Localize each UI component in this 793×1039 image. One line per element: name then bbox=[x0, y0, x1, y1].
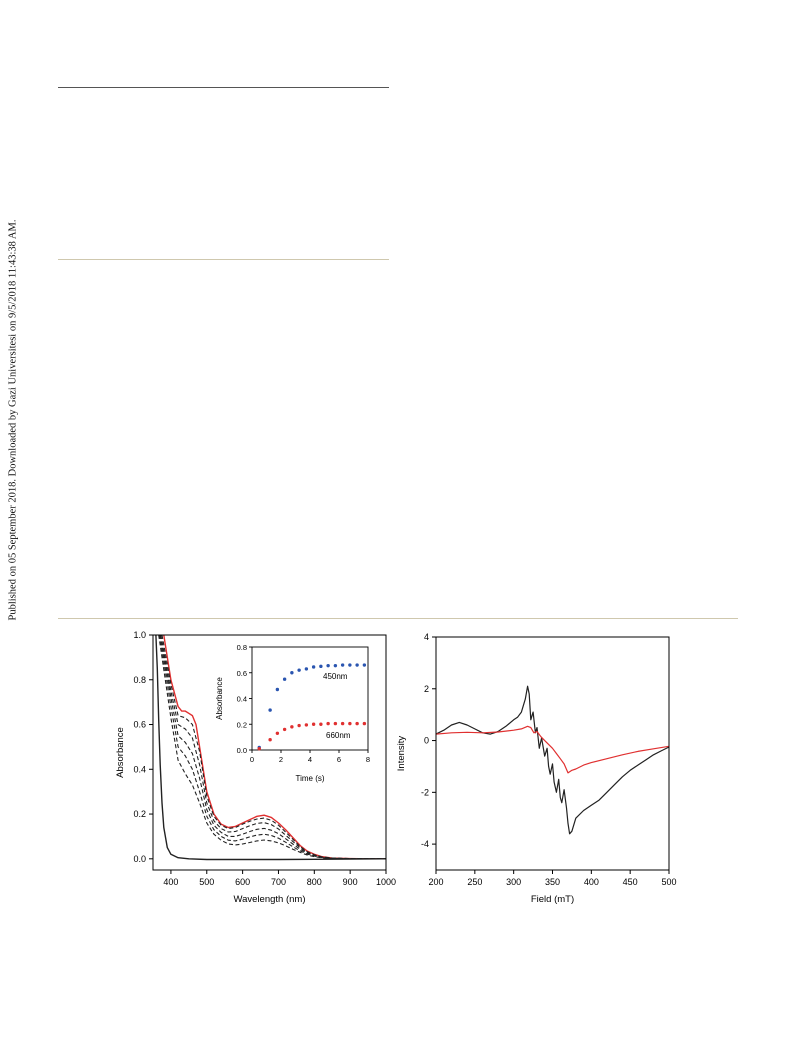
series-line-1 bbox=[161, 635, 386, 860]
inset-point-0 bbox=[297, 668, 301, 672]
y-tick-label: 1.0 bbox=[133, 630, 146, 640]
x-tick-label: 350 bbox=[545, 877, 560, 887]
x-axis-label: Field (mT) bbox=[531, 894, 574, 905]
y-axis-label: Absorbance bbox=[115, 727, 126, 778]
inset-point-0 bbox=[340, 663, 345, 667]
x-tick-label: 800 bbox=[307, 877, 322, 887]
inset-point-1 bbox=[355, 721, 359, 726]
absorbance-chart: 400 500 600 700 800 900 1000 0.0 0.2 0.4 0.6 0.8 1.0… bbox=[115, 630, 396, 905]
inset-point-1 bbox=[297, 723, 301, 728]
x-axis-label: Wavelength (nm) bbox=[234, 894, 306, 905]
inset-y-tick-label: 0.6 bbox=[237, 669, 247, 678]
inset-point-1 bbox=[362, 721, 367, 726]
plot-frame bbox=[435, 636, 670, 871]
inset-point-1 bbox=[257, 747, 261, 751]
x-tick-label: 600 bbox=[235, 877, 250, 887]
inset-point-0 bbox=[333, 663, 338, 668]
series-line-3 bbox=[159, 635, 386, 860]
y-tick-label: 0.6 bbox=[133, 720, 146, 730]
inset-point-1 bbox=[275, 731, 280, 735]
inset-point-0 bbox=[304, 667, 309, 671]
y-tick-label: 0.8 bbox=[133, 675, 146, 685]
series-label-450nm: 450nm bbox=[323, 672, 348, 681]
inset-x-tick-label: 8 bbox=[366, 755, 370, 764]
plot-area bbox=[155, 635, 386, 861]
x-tick-label: 300 bbox=[506, 877, 521, 887]
x-tick-label: 400 bbox=[163, 877, 178, 887]
inset-y-tick-label: 0.2 bbox=[237, 720, 247, 729]
y-tick-label: 0 bbox=[424, 736, 429, 746]
figure-rule bbox=[58, 618, 738, 619]
series-line-5 bbox=[158, 635, 386, 860]
y-tick-label: 2 bbox=[424, 684, 429, 694]
x-tick-label: 500 bbox=[661, 877, 676, 887]
inset-point-1 bbox=[340, 721, 345, 726]
series-line-1 bbox=[436, 725, 669, 774]
inset-x-axis-label: Time (s) bbox=[295, 774, 324, 783]
inset-point-1 bbox=[333, 721, 338, 726]
y-tick-label: 0.4 bbox=[133, 764, 146, 774]
x-tick-label: 200 bbox=[428, 877, 443, 887]
inset-y-axis-label: Absorbance bbox=[215, 677, 224, 720]
inset-point-0 bbox=[311, 665, 316, 669]
series-line-2 bbox=[160, 635, 386, 860]
x-tick-label: 500 bbox=[199, 877, 214, 887]
inset-point-0 bbox=[275, 687, 280, 692]
y-tick-label: 4 bbox=[424, 632, 429, 642]
inset-point-0 bbox=[355, 663, 359, 667]
inset-y-tick-label: 0.0 bbox=[237, 746, 247, 755]
x-tick-label: 900 bbox=[343, 877, 358, 887]
y-tick-label: -4 bbox=[421, 839, 429, 849]
inset-point-1 bbox=[268, 738, 272, 742]
x-tick-label: 250 bbox=[467, 877, 482, 887]
inset-x-tick-label: 2 bbox=[279, 755, 283, 764]
epr-chart: 200 250 300 350 400 450 500 -4 -2 0 2 4 Field (mT) In… bbox=[396, 632, 677, 905]
inset-point-0 bbox=[348, 663, 352, 667]
middle-rule bbox=[58, 259, 389, 260]
plot-frame bbox=[152, 634, 387, 871]
series-line-6 bbox=[155, 635, 386, 861]
inset-point-0 bbox=[326, 663, 330, 668]
x-tick-label: 400 bbox=[584, 877, 599, 887]
inset-point-1 bbox=[282, 727, 287, 732]
top-rule bbox=[58, 87, 389, 88]
inset-x-tick-label: 6 bbox=[337, 755, 341, 764]
plot-area bbox=[436, 685, 669, 835]
inset-chart: 0 2 4 6 8 0.0 0.2 0.4 0.6 0.8 450nm 660nm Time (s) Ab… bbox=[215, 643, 370, 783]
series-line-0 bbox=[436, 685, 669, 835]
inset-point-0 bbox=[282, 677, 287, 681]
inset-frame bbox=[251, 646, 369, 751]
inset-x-tick-label: 0 bbox=[250, 755, 254, 764]
inset-x-tick-label: 4 bbox=[308, 755, 312, 764]
inset-point-1 bbox=[319, 722, 323, 726]
inset-point-1 bbox=[290, 725, 294, 729]
x-tick-label: 700 bbox=[271, 877, 286, 887]
inset-point-1 bbox=[304, 723, 309, 727]
inset-point-0 bbox=[319, 664, 323, 669]
inset-point-1 bbox=[311, 722, 316, 726]
inset-y-tick-label: 0.4 bbox=[237, 695, 247, 704]
inset-point-1 bbox=[326, 721, 330, 726]
inset-point-1 bbox=[348, 721, 352, 726]
x-tick-label: 450 bbox=[623, 877, 638, 887]
inset-point-0 bbox=[290, 671, 294, 675]
inset-point-0 bbox=[268, 708, 272, 712]
inset-y-tick-label: 0.8 bbox=[237, 643, 247, 652]
inset-point-0 bbox=[362, 663, 367, 667]
y-axis-label: Intensity bbox=[396, 736, 407, 772]
series-label-660nm: 660nm bbox=[326, 731, 351, 740]
y-tick-label: -2 bbox=[421, 787, 429, 797]
y-tick-label: 0.2 bbox=[133, 809, 146, 819]
x-tick-label: 1000 bbox=[376, 877, 396, 887]
y-tick-label: 0.0 bbox=[133, 854, 146, 864]
